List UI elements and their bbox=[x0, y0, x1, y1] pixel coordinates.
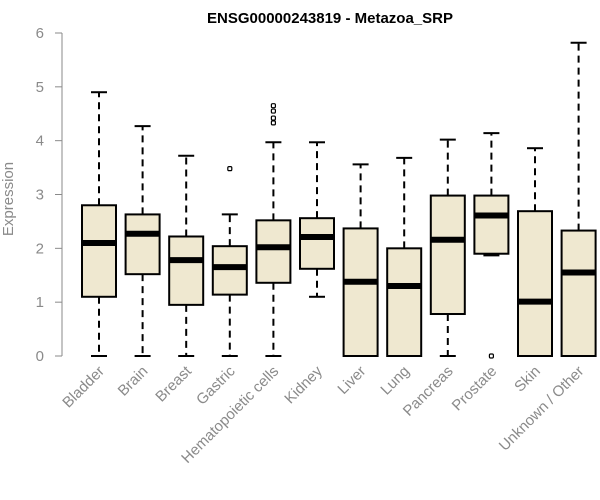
box-group bbox=[560, 41, 597, 357]
box-group bbox=[255, 103, 292, 357]
y-tick-label: 3 bbox=[36, 187, 44, 204]
chart-title: ENSG00000243819 - Metazoa_SRP bbox=[207, 10, 453, 27]
y-tick-label: 1 bbox=[36, 294, 44, 311]
box bbox=[81, 204, 117, 298]
box bbox=[473, 194, 510, 255]
box bbox=[211, 245, 248, 296]
box-group bbox=[473, 132, 510, 359]
outlier-point bbox=[270, 108, 276, 114]
x-category-label: Breast bbox=[152, 362, 195, 405]
box-group bbox=[386, 156, 423, 357]
y-axis-label: Expression bbox=[0, 162, 17, 236]
box bbox=[255, 219, 292, 284]
box bbox=[386, 247, 423, 357]
x-category-label: Skin bbox=[511, 363, 544, 396]
box-group bbox=[517, 147, 553, 357]
box-group bbox=[299, 141, 335, 298]
outlier-point bbox=[227, 166, 233, 172]
box-group bbox=[429, 138, 466, 357]
box bbox=[517, 210, 553, 357]
outlier-point bbox=[270, 103, 276, 109]
outlier-point bbox=[270, 120, 276, 126]
box bbox=[168, 235, 205, 306]
box bbox=[342, 227, 379, 357]
x-category-label: Brain bbox=[115, 363, 152, 400]
x-category-label: Bladder bbox=[59, 363, 108, 412]
y-tick-label: 2 bbox=[36, 240, 44, 257]
outlier-point bbox=[488, 353, 494, 359]
box-group bbox=[124, 125, 161, 357]
box-group bbox=[211, 166, 248, 357]
x-category-label: Prostate bbox=[449, 363, 501, 415]
x-category-label: Liver bbox=[334, 363, 369, 398]
y-tick-label: 4 bbox=[36, 133, 44, 150]
box-group bbox=[81, 91, 117, 357]
box-group bbox=[168, 154, 205, 357]
y-tick-label: 0 bbox=[36, 348, 44, 365]
box-group bbox=[342, 163, 379, 357]
box bbox=[124, 213, 161, 276]
x-category-label: Kidney bbox=[281, 362, 326, 407]
y-tick-label: 6 bbox=[36, 25, 44, 42]
x-category-label: Lung bbox=[377, 363, 413, 399]
box bbox=[429, 194, 466, 316]
y-tick-label: 5 bbox=[36, 79, 44, 96]
outlier-point bbox=[270, 115, 276, 121]
box bbox=[299, 217, 335, 270]
box bbox=[560, 229, 597, 357]
